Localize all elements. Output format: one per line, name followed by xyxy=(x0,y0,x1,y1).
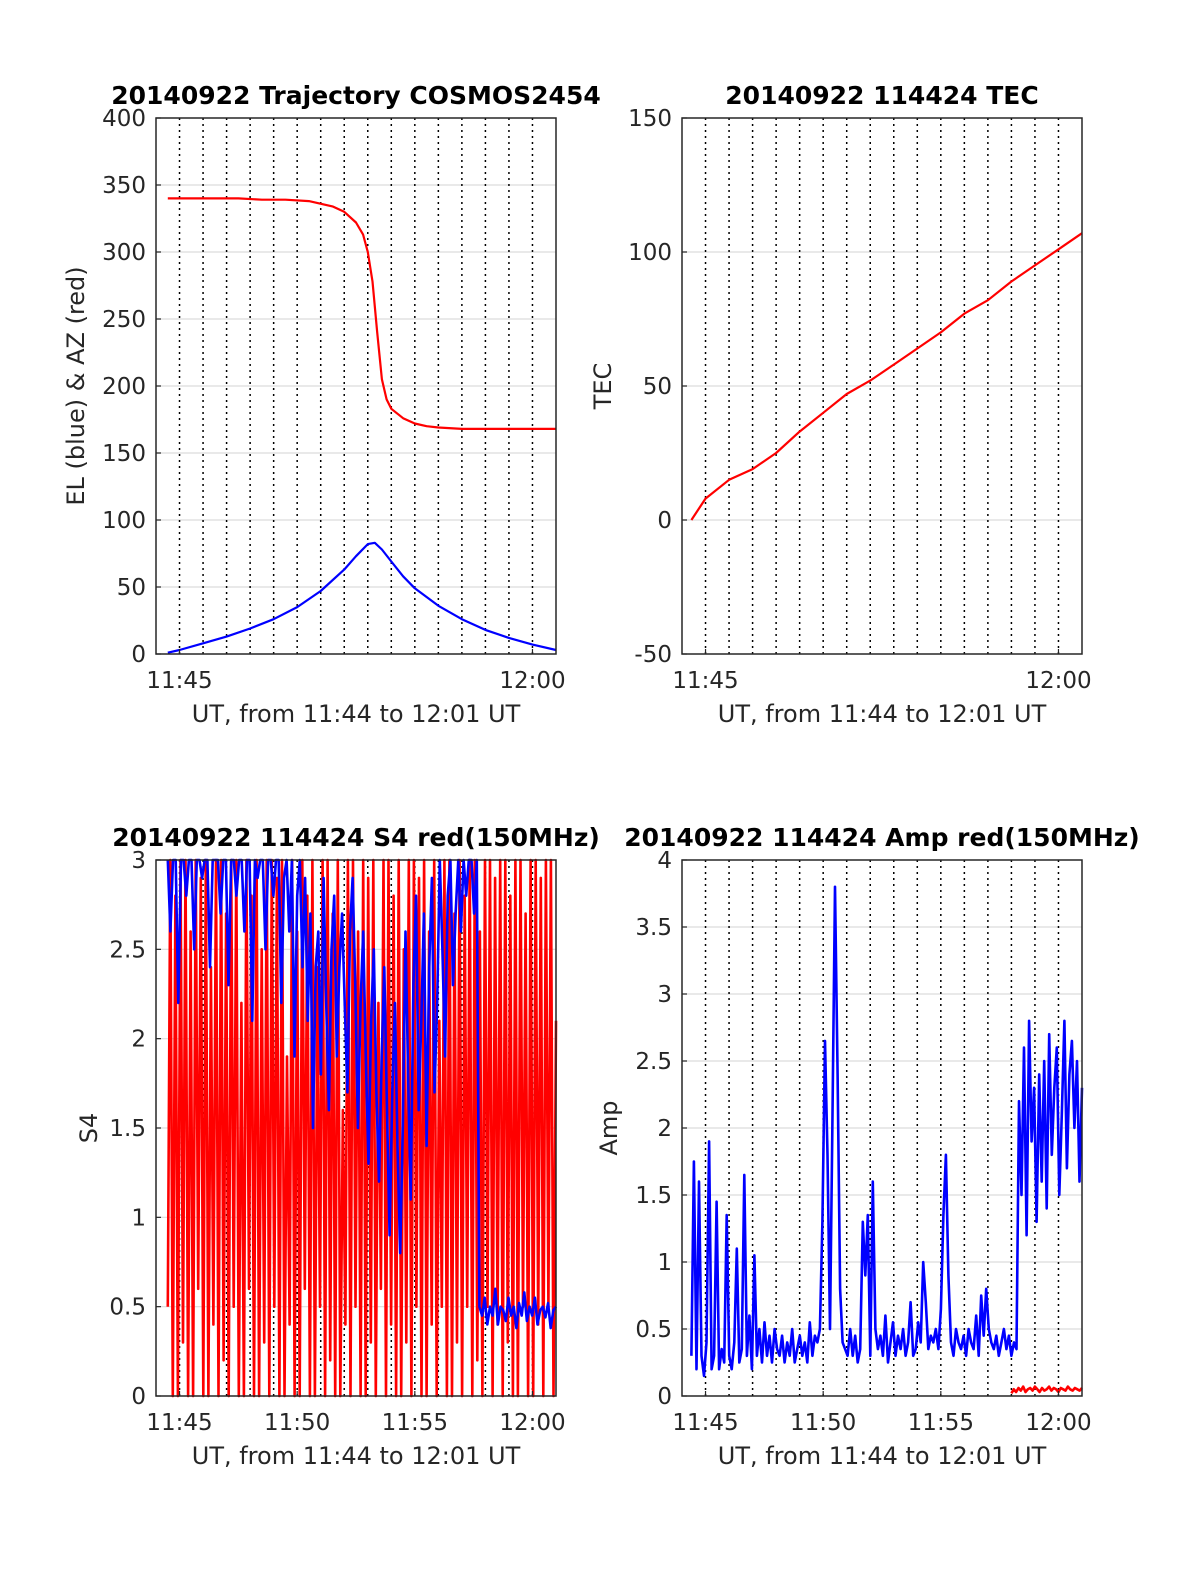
y-tick-label: 100 xyxy=(628,240,672,266)
x-tick-label: 12:00 xyxy=(1025,668,1091,694)
y-tick-label: 3.5 xyxy=(635,915,672,941)
tec-ylabel: TEC xyxy=(589,363,617,411)
y-tick-label: 300 xyxy=(102,240,146,266)
amp-title: 20140922 114424 Amp red(150MHz) xyxy=(624,823,1140,852)
tec-series-line-0 xyxy=(690,232,1083,521)
trajectory-series-line-1 xyxy=(167,541,557,654)
x-tick-label: 11:45 xyxy=(146,1410,212,1436)
tec-ticks: -50 0 50 100 150 11:45 12:00 xyxy=(628,106,1092,694)
trajectory-xlabel: UT, from 11:44 to 12:01 UT xyxy=(192,700,521,728)
x-tick-label: 11:45 xyxy=(672,668,738,694)
s4-xlabel: UT, from 11:44 to 12:01 UT xyxy=(192,1442,521,1470)
y-tick-label: 0 xyxy=(131,642,146,668)
amp-series-line-0 xyxy=(1010,1385,1083,1394)
y-tick-label: 0 xyxy=(131,1384,146,1410)
trajectory-ylabel: EL (blue) & AZ (red) xyxy=(62,266,90,505)
amp-ylabel: Amp xyxy=(595,1100,623,1155)
amp-xlabel: UT, from 11:44 to 12:01 UT xyxy=(718,1442,1047,1470)
s4-series xyxy=(166,858,558,1398)
y-tick-label: 150 xyxy=(628,106,672,132)
trajectory-title: 20140922 Trajectory COSMOS2454 xyxy=(111,81,601,110)
y-tick-label: 100 xyxy=(102,508,146,534)
y-tick-label: 0.5 xyxy=(635,1317,672,1343)
y-tick-label: 1 xyxy=(131,1205,146,1231)
tec-grid xyxy=(682,118,1082,654)
x-tick-label: 12:00 xyxy=(499,1410,565,1436)
y-tick-label: 2.5 xyxy=(635,1049,672,1075)
x-tick-label: 11:50 xyxy=(790,1410,856,1436)
y-tick-label: 250 xyxy=(102,307,146,333)
y-tick-label: 2 xyxy=(131,1027,146,1053)
s4-ticks: 0 0.5 1 1.5 2 2.5 3 11:45 11:50 11:55 12:00 xyxy=(109,848,565,1436)
trajectory-ticks: 0 50 100 150 200 250 300 350 400 11:45 12:00 xyxy=(102,106,566,694)
panel-tec: 20140922 114424 TEC -50 0 50 100 150 11:45 12:… xyxy=(589,81,1092,728)
trajectory-series-line-0 xyxy=(167,197,556,430)
y-tick-label: 50 xyxy=(643,374,672,400)
y-tick-label: 200 xyxy=(102,374,146,400)
x-tick-label: 11:55 xyxy=(908,1410,974,1436)
y-tick-label: 1.5 xyxy=(635,1183,672,1209)
x-tick-label: 11:45 xyxy=(146,668,212,694)
y-tick-label: 3 xyxy=(657,982,672,1008)
y-tick-label: 150 xyxy=(102,441,146,467)
y-tick-label: 2.5 xyxy=(109,937,146,963)
amp-series-line-1 xyxy=(690,885,1084,1378)
y-tick-label: 400 xyxy=(102,106,146,132)
s4-title: 20140922 114424 S4 red(150MHz) xyxy=(112,823,600,852)
x-tick-label: 12:00 xyxy=(1025,1410,1091,1436)
y-tick-label: 50 xyxy=(117,575,146,601)
amp-series xyxy=(690,885,1084,1394)
tec-series xyxy=(690,232,1083,521)
amp-grid xyxy=(682,860,1082,1396)
panel-s4: 0 0.5 1 1.5 2 2.5 3 11:45 11:50 11:55 12:00 201409… xyxy=(75,823,600,1470)
y-tick-label: 1 xyxy=(657,1250,672,1276)
y-tick-label: 4 xyxy=(657,848,672,874)
amp-ticks: 0 0.5 1 1.5 2 2.5 3 3.5 4 11:45 11:50 11:55 12:00 xyxy=(635,848,1091,1436)
y-tick-label: 3 xyxy=(131,848,146,874)
panel-trajectory: 20140922 Trajectory COSMOS2454 0 50 100 150… xyxy=(62,81,601,728)
x-tick-label: 11:50 xyxy=(264,1410,330,1436)
y-tick-label: 0 xyxy=(657,508,672,534)
trajectory-series xyxy=(167,197,557,654)
x-tick-label: 11:45 xyxy=(672,1410,738,1436)
trajectory-grid xyxy=(156,118,556,654)
y-tick-label: 0.5 xyxy=(109,1295,146,1321)
y-tick-label: 1.5 xyxy=(109,1116,146,1142)
y-tick-label: 2 xyxy=(657,1116,672,1142)
tec-title: 20140922 114424 TEC xyxy=(725,81,1038,110)
s4-series-line-0 xyxy=(166,858,558,1398)
s4-ylabel: S4 xyxy=(75,1113,103,1144)
tec-xlabel: UT, from 11:44 to 12:01 UT xyxy=(718,700,1047,728)
panel-amp: 0 0.5 1 1.5 2 2.5 3 3.5 4 11:45 11:50 11:55 12:00 20… xyxy=(595,823,1140,1470)
y-tick-label: 0 xyxy=(657,1384,672,1410)
y-tick-label: 350 xyxy=(102,173,146,199)
x-tick-label: 12:00 xyxy=(499,668,565,694)
x-tick-label: 11:55 xyxy=(382,1410,448,1436)
y-tick-label: -50 xyxy=(634,642,672,668)
